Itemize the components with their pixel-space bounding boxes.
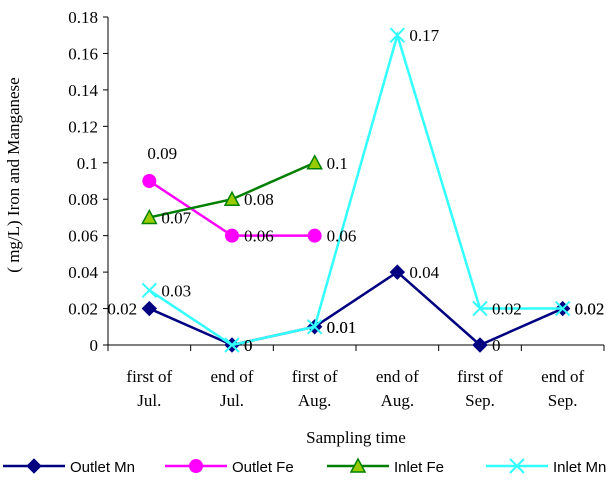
point-inlet-fe	[223, 190, 241, 206]
legend-item-outlet-fe: Outlet Fe	[165, 459, 294, 476]
x-tick-label: end of Aug.	[376, 367, 419, 410]
point-inlet-mn	[389, 27, 406, 43]
legend-item-outlet-mn: Outlet Mn	[3, 458, 135, 476]
legend-label: Outlet Mn	[70, 459, 135, 476]
legend-marker	[509, 458, 525, 474]
point-outlet-mn	[141, 300, 158, 317]
data-labels: 0.09 0.06 0.06 0.07 0.08 0.1 0.02 0 0.01 0.04 0 0.0…	[107, 26, 604, 355]
data-label-outlet-fe: 0.06	[244, 227, 274, 246]
y-tick-label: 0.06	[68, 227, 98, 246]
data-label-inlet-mn: 0.02	[575, 300, 605, 319]
point-inlet-mn	[472, 300, 488, 317]
data-label-inlet-fe: 0.08	[244, 190, 274, 209]
data-label-inlet-mn: 0.02	[492, 300, 522, 319]
legend: Outlet Mn Outlet Fe Inlet Fe Inlet Mn	[3, 457, 606, 476]
y-tick-label: 0.08	[68, 190, 98, 209]
point-inlet-mn	[224, 337, 240, 353]
data-label-inlet-mn: 0.03	[161, 281, 191, 300]
point-inlet-mn	[306, 319, 323, 335]
legend-marker	[349, 457, 367, 473]
point-outlet-fe	[307, 228, 322, 243]
legend-item-inlet-fe: Inlet Fe	[327, 457, 444, 476]
legend-label: Inlet Mn	[553, 459, 606, 476]
point-outlet-fe	[225, 228, 239, 243]
legend-item-inlet-mn: Inlet Mn	[486, 458, 606, 476]
data-label-outlet-mn: 0.02	[107, 300, 137, 319]
data-label-outlet-mn: 0.01	[327, 318, 357, 337]
x-axis-label: Sampling time	[306, 428, 406, 447]
x-tick-label: first of Aug.	[292, 367, 338, 410]
legend-marker	[26, 458, 42, 474]
data-label-inlet-mn: 0.17	[409, 26, 439, 45]
data-label-inlet-mn: 0.01	[327, 318, 357, 337]
x-tick-label: first of Jul.	[126, 367, 172, 410]
x-tick-label: end of Sep.	[541, 367, 584, 410]
point-outlet-mn	[472, 337, 488, 353]
data-label-outlet-mn: 0.02	[575, 300, 605, 319]
data-label-inlet-mn: 0	[244, 336, 253, 355]
series-group	[141, 27, 571, 353]
point-outlet-fe	[142, 174, 157, 188]
legend-label: Outlet Fe	[232, 459, 294, 476]
x-tick-label: end of Jul.	[211, 367, 254, 410]
y-tick-label: 0.02	[68, 300, 98, 319]
y-tick-label: 0.1	[77, 154, 98, 173]
y-tick-label: 0.18	[68, 8, 98, 27]
y-tick-label: 0.12	[68, 117, 98, 136]
data-label-outlet-fe: 0.09	[147, 144, 177, 163]
y-ticks: 0 0.02 0.04 0.06 0.08 0.1 0.12 0.14 0.16 0.18	[68, 8, 108, 355]
legend-marker	[189, 459, 203, 473]
data-label-outlet-mn: 0.04	[409, 263, 439, 282]
y-tick-label: 0.16	[68, 44, 98, 63]
data-label-outlet-mn: 0	[492, 336, 501, 355]
data-label-outlet-mn: 0	[244, 336, 253, 355]
series-line-inlet-mn	[148, 30, 563, 347]
data-label-outlet-fe: 0.06	[327, 227, 357, 246]
data-label-inlet-fe: 0.07	[161, 208, 191, 227]
point-inlet-fe	[141, 208, 158, 225]
point-inlet-fe	[306, 154, 323, 170]
x-ticks: first of Jul. end of Jul. first of Aug. end of…	[107, 345, 605, 410]
y-axis-label: ( mg/L) Iron and Manganese	[4, 77, 23, 272]
y-tick-label: 0	[90, 336, 99, 355]
series-line-outlet-mn	[148, 270, 564, 347]
point-outlet-mn	[389, 264, 406, 280]
x-tick-label: first of Sep.	[457, 367, 503, 410]
y-tick-label: 0.14	[68, 81, 98, 100]
data-label-inlet-fe: 0.1	[327, 154, 348, 173]
point-inlet-mn	[554, 300, 571, 317]
y-tick-label: 0.04	[68, 263, 98, 282]
legend-label: Inlet Fe	[394, 459, 444, 476]
point-inlet-mn	[141, 282, 158, 299]
